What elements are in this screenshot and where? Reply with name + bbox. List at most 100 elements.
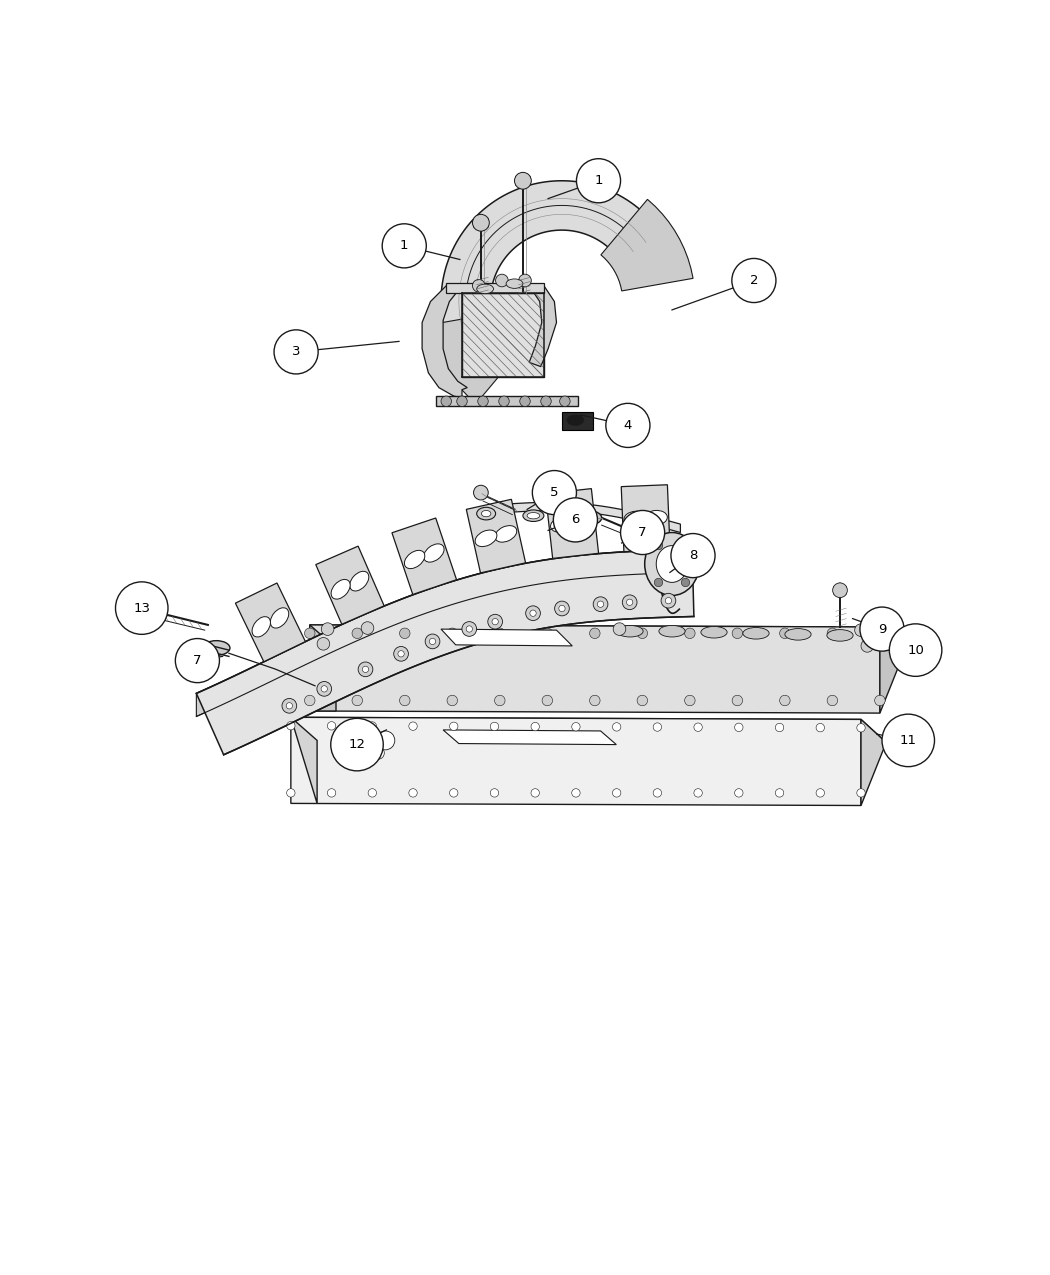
Circle shape bbox=[735, 723, 743, 732]
Text: 12: 12 bbox=[349, 738, 365, 751]
Polygon shape bbox=[529, 286, 557, 367]
Circle shape bbox=[490, 789, 499, 797]
Polygon shape bbox=[310, 625, 336, 711]
Polygon shape bbox=[840, 583, 846, 590]
Circle shape bbox=[514, 172, 531, 189]
Ellipse shape bbox=[477, 284, 493, 293]
Text: 3: 3 bbox=[292, 346, 300, 358]
Circle shape bbox=[488, 615, 503, 629]
Circle shape bbox=[531, 723, 540, 731]
Circle shape bbox=[681, 542, 690, 550]
Circle shape bbox=[321, 622, 334, 635]
Circle shape bbox=[685, 629, 695, 639]
Circle shape bbox=[328, 789, 336, 797]
Circle shape bbox=[499, 397, 509, 407]
Circle shape bbox=[775, 789, 783, 797]
Circle shape bbox=[441, 397, 452, 407]
Circle shape bbox=[116, 581, 168, 635]
Circle shape bbox=[382, 224, 426, 268]
Ellipse shape bbox=[423, 544, 444, 562]
Polygon shape bbox=[316, 546, 384, 625]
Polygon shape bbox=[601, 199, 693, 291]
Circle shape bbox=[449, 722, 458, 731]
Circle shape bbox=[654, 579, 663, 586]
Circle shape bbox=[833, 583, 847, 598]
Circle shape bbox=[304, 629, 315, 639]
Circle shape bbox=[530, 609, 537, 616]
Polygon shape bbox=[834, 586, 840, 594]
Polygon shape bbox=[196, 550, 692, 717]
Polygon shape bbox=[310, 625, 905, 650]
Circle shape bbox=[352, 695, 362, 706]
Polygon shape bbox=[474, 214, 481, 223]
Circle shape bbox=[328, 722, 336, 731]
Text: 4: 4 bbox=[624, 419, 632, 432]
Circle shape bbox=[855, 623, 867, 636]
Circle shape bbox=[358, 662, 373, 677]
Polygon shape bbox=[392, 518, 457, 594]
Ellipse shape bbox=[481, 510, 491, 516]
Circle shape bbox=[779, 695, 790, 706]
Polygon shape bbox=[291, 718, 861, 806]
Text: 2: 2 bbox=[750, 274, 758, 287]
Circle shape bbox=[304, 695, 315, 706]
Circle shape bbox=[496, 274, 508, 287]
Polygon shape bbox=[834, 590, 840, 598]
Circle shape bbox=[666, 598, 672, 604]
Polygon shape bbox=[466, 500, 526, 572]
Polygon shape bbox=[422, 286, 467, 398]
Ellipse shape bbox=[617, 626, 643, 638]
Circle shape bbox=[861, 640, 874, 653]
Circle shape bbox=[554, 601, 569, 616]
Circle shape bbox=[553, 497, 597, 542]
Circle shape bbox=[287, 722, 295, 729]
Circle shape bbox=[429, 639, 436, 645]
Circle shape bbox=[466, 626, 472, 632]
Ellipse shape bbox=[785, 629, 811, 640]
Circle shape bbox=[520, 397, 530, 407]
Circle shape bbox=[732, 259, 776, 302]
Ellipse shape bbox=[203, 640, 230, 655]
Circle shape bbox=[816, 723, 824, 732]
Polygon shape bbox=[474, 223, 481, 231]
Circle shape bbox=[399, 629, 410, 639]
Ellipse shape bbox=[645, 510, 668, 525]
Text: 1: 1 bbox=[594, 175, 603, 187]
Polygon shape bbox=[446, 283, 544, 293]
Circle shape bbox=[816, 789, 824, 797]
Circle shape bbox=[882, 714, 934, 766]
Text: 11: 11 bbox=[900, 734, 917, 747]
Circle shape bbox=[408, 789, 417, 797]
Ellipse shape bbox=[350, 571, 369, 592]
Circle shape bbox=[372, 747, 384, 760]
Circle shape bbox=[472, 214, 489, 231]
Text: 5: 5 bbox=[550, 486, 559, 499]
Polygon shape bbox=[880, 627, 905, 713]
Ellipse shape bbox=[252, 617, 271, 638]
Circle shape bbox=[274, 330, 318, 374]
Circle shape bbox=[399, 695, 410, 706]
Polygon shape bbox=[545, 488, 598, 558]
Circle shape bbox=[362, 667, 369, 672]
Circle shape bbox=[671, 533, 715, 578]
Ellipse shape bbox=[550, 518, 573, 532]
Circle shape bbox=[425, 634, 440, 649]
Polygon shape bbox=[491, 502, 680, 533]
Ellipse shape bbox=[477, 507, 496, 520]
Polygon shape bbox=[430, 312, 523, 404]
Circle shape bbox=[559, 606, 565, 612]
Circle shape bbox=[376, 731, 395, 750]
Text: 1: 1 bbox=[400, 240, 408, 252]
Ellipse shape bbox=[523, 510, 544, 521]
Circle shape bbox=[732, 695, 742, 706]
Polygon shape bbox=[523, 172, 530, 181]
Circle shape bbox=[541, 397, 551, 407]
Ellipse shape bbox=[659, 626, 685, 638]
Polygon shape bbox=[462, 293, 544, 377]
Circle shape bbox=[571, 789, 580, 797]
Polygon shape bbox=[443, 729, 616, 745]
Polygon shape bbox=[235, 583, 306, 662]
Circle shape bbox=[612, 723, 621, 731]
Circle shape bbox=[394, 646, 408, 662]
Circle shape bbox=[627, 599, 633, 606]
